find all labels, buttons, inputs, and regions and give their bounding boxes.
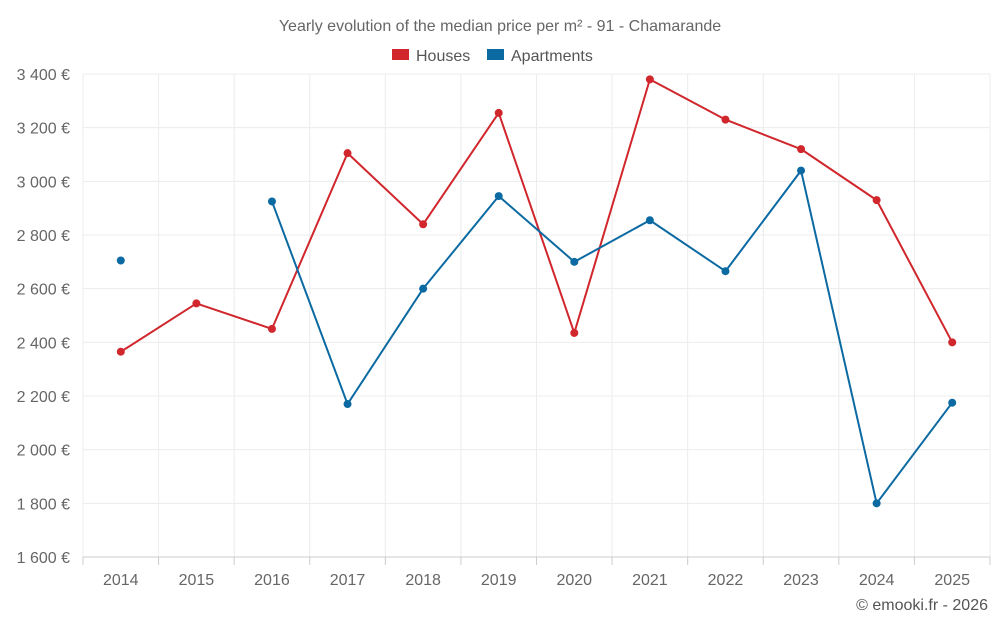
legend-swatch-apartments bbox=[487, 49, 504, 60]
data-point-houses-2017[interactable] bbox=[343, 149, 352, 158]
data-point-houses-2021[interactable] bbox=[645, 75, 654, 84]
y-tick-label: 2 800 € bbox=[17, 228, 70, 245]
data-point-apartments-2020[interactable] bbox=[570, 257, 579, 266]
data-point-houses-2016[interactable] bbox=[267, 324, 276, 333]
data-point-houses-2024[interactable] bbox=[872, 196, 881, 205]
x-tick-label: 2025 bbox=[934, 572, 970, 589]
legend-label-houses: Houses bbox=[416, 48, 470, 65]
data-point-houses-2019[interactable] bbox=[494, 108, 503, 117]
y-tick-label: 2 000 € bbox=[17, 443, 70, 460]
data-point-houses-2023[interactable] bbox=[797, 145, 806, 154]
x-tick-label: 2016 bbox=[254, 572, 290, 589]
x-tick-label: 2019 bbox=[481, 572, 517, 589]
data-point-houses-2018[interactable] bbox=[419, 220, 428, 229]
x-tick-label: 2023 bbox=[783, 572, 819, 589]
data-point-apartments-2025[interactable] bbox=[948, 398, 957, 407]
series bbox=[116, 75, 957, 508]
x-tick-label: 2024 bbox=[859, 572, 895, 589]
y-tick-label: 1 800 € bbox=[17, 496, 70, 513]
data-point-apartments-2017[interactable] bbox=[343, 400, 352, 409]
data-point-houses-2025[interactable] bbox=[948, 338, 957, 347]
x-tick-label: 2022 bbox=[708, 572, 744, 589]
data-point-houses-2020[interactable] bbox=[570, 328, 579, 337]
data-point-apartments-2018[interactable] bbox=[419, 284, 428, 293]
data-point-apartments-2016[interactable] bbox=[267, 197, 276, 206]
x-tick-label: 2021 bbox=[632, 572, 668, 589]
data-point-apartments-2021[interactable] bbox=[645, 216, 654, 225]
x-tick-label: 2017 bbox=[330, 572, 366, 589]
data-point-apartments-2014[interactable] bbox=[116, 256, 125, 265]
y-tick-label: 2 200 € bbox=[17, 389, 70, 406]
data-point-houses-2022[interactable] bbox=[721, 115, 730, 124]
legend-swatch-houses bbox=[392, 49, 409, 60]
y-tick-label: 3 400 € bbox=[17, 67, 70, 84]
legend-label-apartments: Apartments bbox=[511, 48, 593, 65]
y-tick-label: 2 600 € bbox=[17, 282, 70, 299]
data-point-houses-2015[interactable] bbox=[192, 299, 201, 308]
series-line-houses bbox=[120, 78, 954, 353]
chart-title: Yearly evolution of the median price per… bbox=[279, 18, 721, 35]
y-tick-label: 3 200 € bbox=[17, 121, 70, 138]
data-point-houses-2014[interactable] bbox=[116, 347, 125, 356]
x-tick-label: 2020 bbox=[556, 572, 592, 589]
legend-item-apartments[interactable]: Apartments bbox=[487, 48, 593, 65]
data-point-apartments-2024[interactable] bbox=[872, 499, 881, 508]
y-tick-label: 2 400 € bbox=[17, 335, 70, 352]
series-line-apartments bbox=[271, 169, 954, 505]
data-point-apartments-2022[interactable] bbox=[721, 267, 730, 276]
credit-text: © emooki.fr - 2026 bbox=[856, 597, 988, 614]
y-tick-label: 3 000 € bbox=[17, 174, 70, 191]
legend: Houses Apartments bbox=[392, 48, 593, 65]
x-tick-label: 2018 bbox=[405, 572, 441, 589]
x-tick-label: 2015 bbox=[179, 572, 215, 589]
x-tick-label: 2014 bbox=[103, 572, 139, 589]
data-point-apartments-2019[interactable] bbox=[494, 192, 503, 201]
data-point-apartments-2023[interactable] bbox=[797, 166, 806, 175]
legend-item-houses[interactable]: Houses bbox=[392, 48, 470, 65]
y-tick-label: 1 600 € bbox=[17, 550, 70, 567]
axes: 1 600 € 1 800 € 2 000 € 2 200 € 2 400 € 2 600… bbox=[17, 67, 991, 589]
grid bbox=[82, 73, 991, 557]
